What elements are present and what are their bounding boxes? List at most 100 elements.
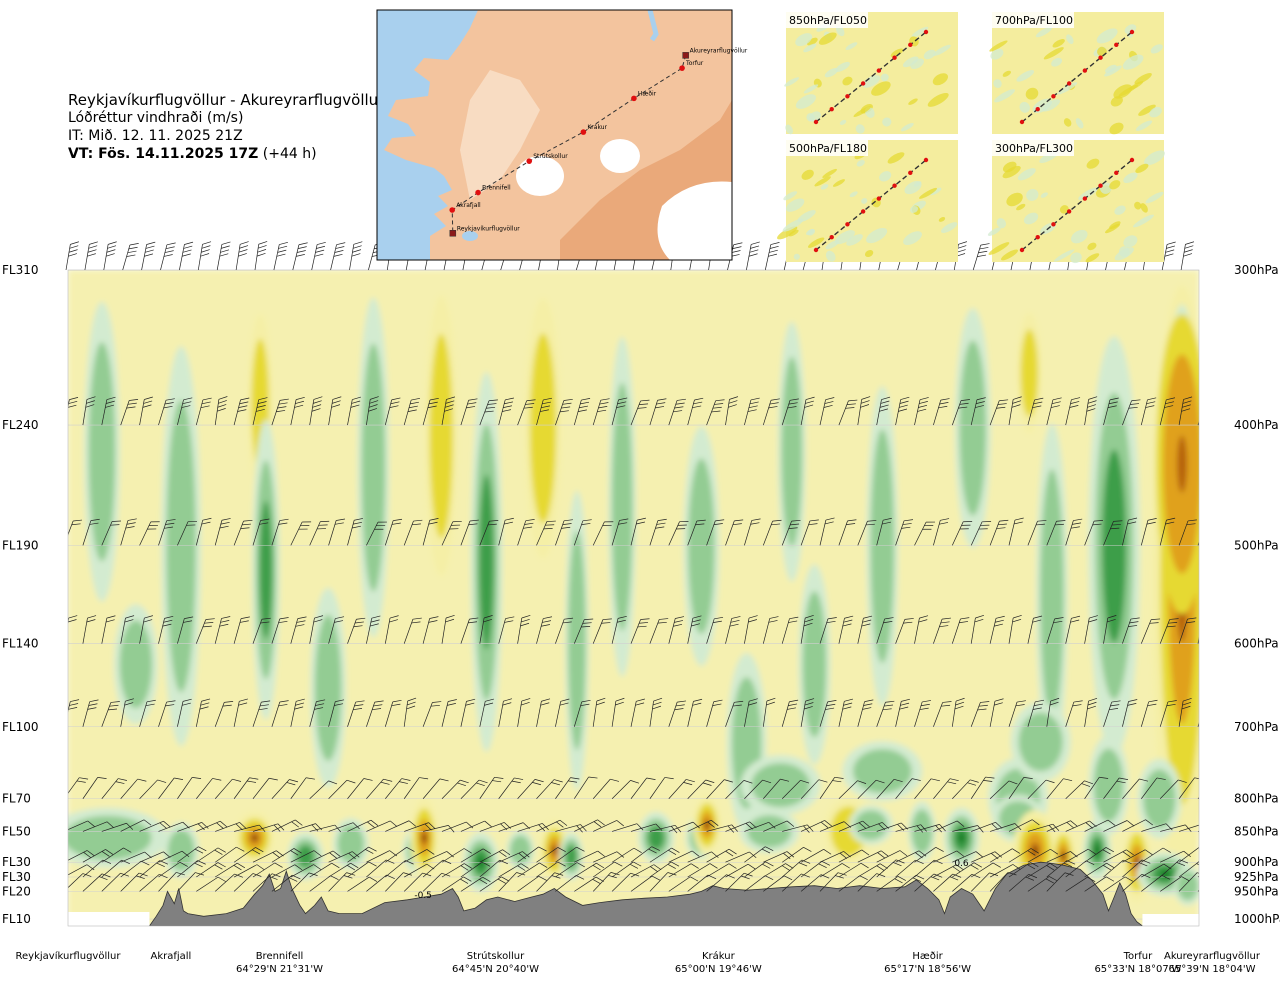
wind-barb xyxy=(1161,241,1176,271)
panel-field xyxy=(803,84,819,94)
field-wave xyxy=(854,810,888,840)
wind-barb xyxy=(857,615,873,644)
wind-barb xyxy=(725,821,757,832)
wind-barb xyxy=(271,848,302,863)
wind-barb xyxy=(668,876,699,892)
wind-barb xyxy=(1159,779,1187,799)
panel-waypoint xyxy=(845,94,850,99)
map-point-label: Akureyrarflugvöllur xyxy=(690,47,748,54)
wind-barb xyxy=(706,874,735,892)
wind-barb xyxy=(290,397,305,426)
panel-field xyxy=(1002,70,1011,77)
panel-field xyxy=(996,218,1007,229)
pressure-label: 300hPa xyxy=(1234,263,1279,277)
wind-barb xyxy=(914,859,943,878)
wind-barb xyxy=(574,850,606,863)
fl-label: FL30 xyxy=(2,855,31,869)
wind-barb xyxy=(311,241,326,271)
wind-barb xyxy=(592,872,620,892)
wind-barb xyxy=(1178,617,1197,644)
field-wave xyxy=(510,835,531,865)
wind-barb xyxy=(479,876,510,892)
panel-field xyxy=(990,48,1004,60)
wind-barb xyxy=(933,518,950,546)
wind-barb xyxy=(139,270,146,271)
wind-barb xyxy=(158,872,185,892)
wind-barb xyxy=(668,521,689,546)
wind-barb xyxy=(1065,397,1081,426)
wind-barb xyxy=(1140,397,1157,426)
wind-barb xyxy=(479,399,498,426)
panel-field xyxy=(782,218,804,232)
wind-barb xyxy=(800,698,815,727)
wind-barb xyxy=(177,616,194,644)
wind-barb xyxy=(517,779,544,799)
wind-barb xyxy=(441,396,456,426)
wind-barb xyxy=(1197,400,1199,426)
pressure-label: 700hPa xyxy=(1234,720,1279,734)
field-annotation: -0.5 xyxy=(414,891,432,901)
panel-field xyxy=(1123,235,1138,248)
level-panel: 500hPa/FL180 xyxy=(777,140,958,262)
wind-barb xyxy=(611,518,629,546)
panel-field xyxy=(834,230,855,245)
wind-barb xyxy=(895,859,924,878)
pressure-label: 500hPa xyxy=(1234,538,1279,552)
wind-barb xyxy=(952,873,981,892)
waypoint-marker xyxy=(679,65,685,71)
wind-barb xyxy=(800,849,832,863)
wind-barb xyxy=(781,873,810,892)
wind-barb xyxy=(555,777,580,799)
wind-barb xyxy=(82,873,111,892)
wind-barb xyxy=(233,864,265,878)
location-label: Torfur xyxy=(1123,951,1153,962)
location-coord: 65°17'N 18°56'W xyxy=(884,964,971,975)
location-label: Reykjavíkurflugvöllur xyxy=(16,950,122,962)
panel-field xyxy=(1006,192,1023,207)
wind-barb xyxy=(214,778,242,799)
wind-barb xyxy=(385,778,411,799)
wind-barb xyxy=(687,397,704,426)
wind-barb xyxy=(404,822,436,832)
wind-barb xyxy=(68,699,80,727)
wind-barb xyxy=(611,780,640,799)
wind-barb xyxy=(725,700,744,727)
wind-barb xyxy=(555,846,585,863)
panel-waypoint xyxy=(1066,209,1072,214)
wind-barb xyxy=(819,863,850,878)
wind-barb xyxy=(706,399,725,426)
panel-field xyxy=(1140,203,1148,213)
wind-barb xyxy=(233,847,264,863)
panel-waypoint xyxy=(892,183,897,188)
wind-barb xyxy=(536,616,553,644)
panel-field xyxy=(832,179,845,187)
wind-barb xyxy=(952,851,984,863)
wind-barb xyxy=(1197,701,1199,727)
panel-field xyxy=(856,159,865,167)
route-title: Reykjavíkurflugvöllur - Akureyrarflugvöl… xyxy=(68,91,385,109)
wind-barb xyxy=(120,698,134,727)
map-point-label: Strútskollur xyxy=(533,153,568,160)
wind-barb xyxy=(214,396,228,426)
fjord-eyjafjordur xyxy=(647,10,659,42)
wind-barb xyxy=(800,874,830,892)
panel-waypoint xyxy=(1098,55,1103,60)
wind-barb xyxy=(517,875,547,892)
wind-barb xyxy=(271,617,289,644)
panel-field xyxy=(1017,168,1036,181)
wind-barb xyxy=(1178,872,1199,892)
wind-barb xyxy=(555,519,573,546)
wind-barb xyxy=(1046,820,1078,832)
wind-barb xyxy=(101,778,127,799)
wind-barb xyxy=(536,520,556,546)
wind-barb xyxy=(800,519,819,546)
wind-barb xyxy=(366,521,387,546)
wind-barb xyxy=(1046,872,1074,892)
wind-barb xyxy=(498,872,526,892)
wind-barb xyxy=(1103,876,1134,892)
wind-barb xyxy=(970,872,999,892)
wind-barb xyxy=(762,398,780,426)
panel-waypoint xyxy=(1082,68,1088,73)
wind-barb xyxy=(460,848,491,863)
wind-barb xyxy=(517,846,547,863)
